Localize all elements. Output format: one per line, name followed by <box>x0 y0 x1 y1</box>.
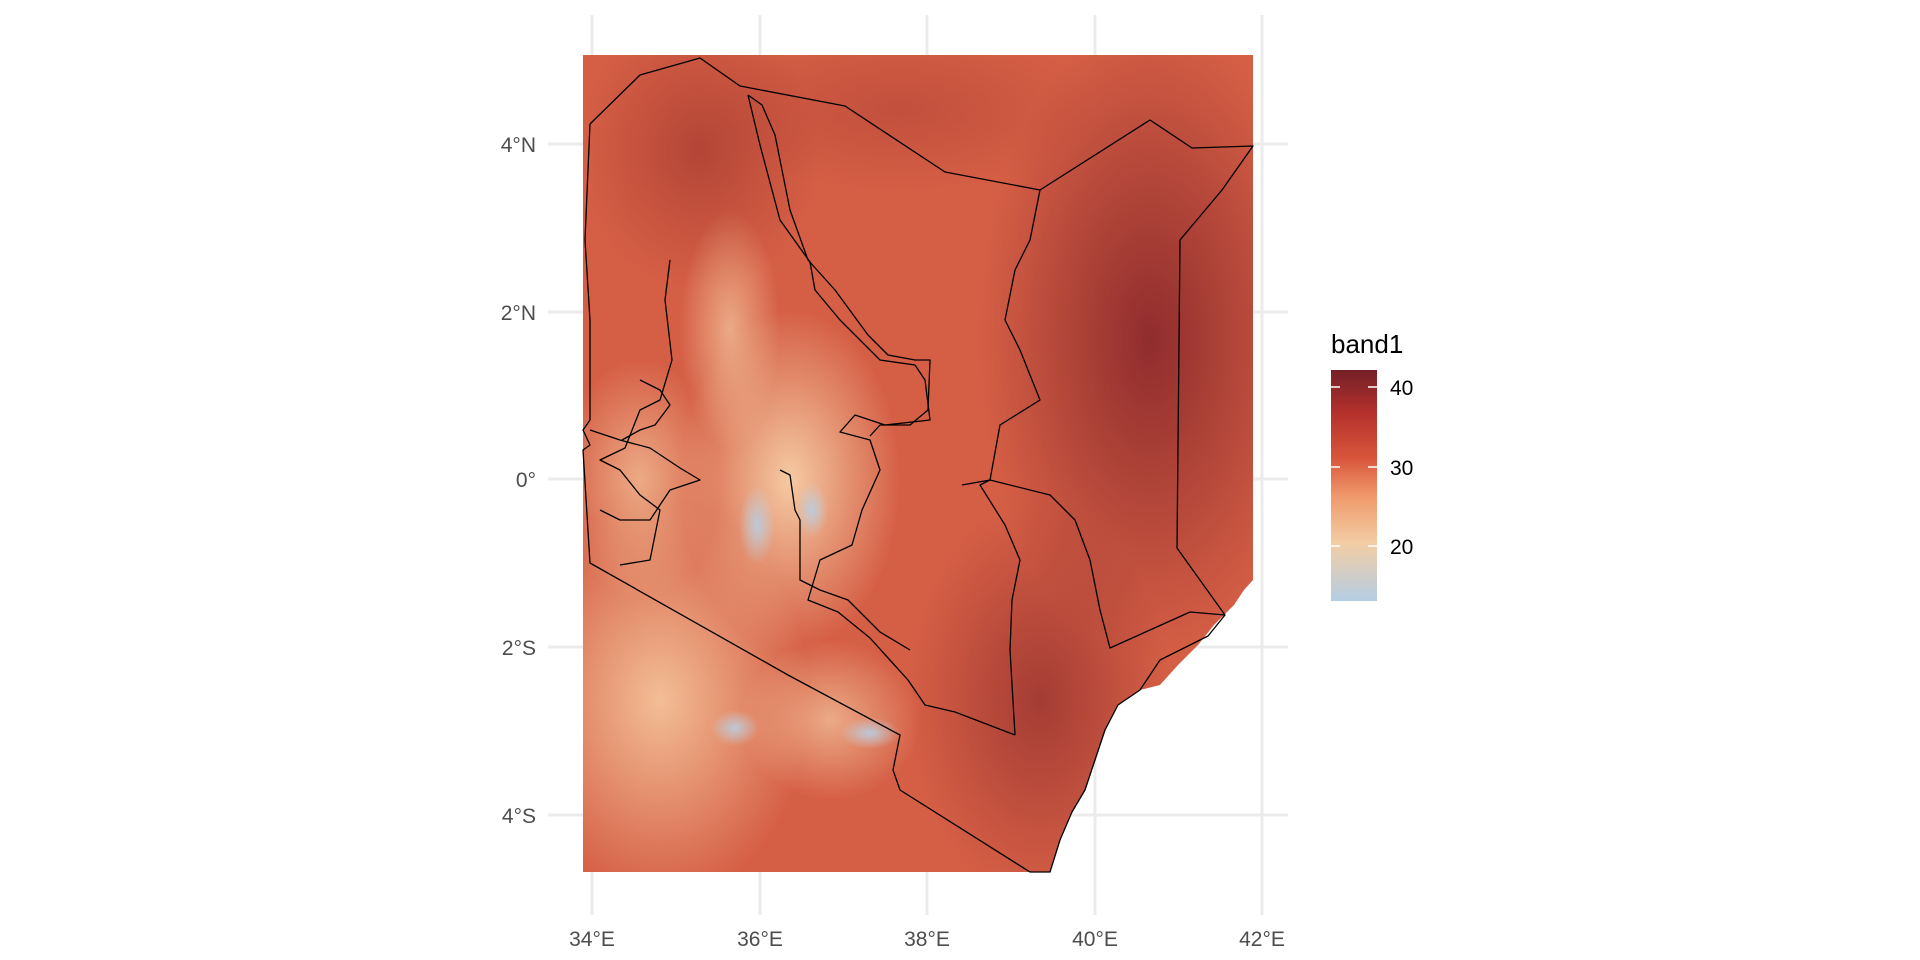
x-tick-label: 42°E <box>1239 928 1285 951</box>
legend-title: band1 <box>1331 329 1403 359</box>
y-tick-label: 2°N <box>501 302 536 325</box>
county-border <box>589 429 701 521</box>
temperature-raster <box>583 55 1253 872</box>
x-tick-label: 40°E <box>1072 928 1118 951</box>
county-border <box>979 189 1041 736</box>
x-tick-label: 36°E <box>737 928 783 951</box>
raster-cool-west <box>583 360 720 600</box>
y-tick-label: 2°S <box>502 637 536 660</box>
raster-kilimanjaro-area <box>740 640 920 800</box>
y-tick-label: 0° <box>516 469 536 492</box>
county-border <box>621 379 671 441</box>
x-tick-label: 34°E <box>569 928 615 951</box>
county-border <box>747 94 1016 736</box>
raster-highlands-north <box>680 210 780 450</box>
y-axis: 4°N 2°N 0° 2°S 4°S <box>501 134 536 828</box>
legend-ticks <box>1331 386 1377 547</box>
raster-warm-north2 <box>700 55 1100 190</box>
county-border <box>961 479 1226 649</box>
county-border <box>599 259 673 566</box>
legend-label: 40 <box>1390 377 1413 400</box>
raster-hot-east-coast <box>910 500 1170 872</box>
legend-label: 30 <box>1390 457 1413 480</box>
x-tick-label: 38°E <box>904 928 950 951</box>
raster-cold-meru <box>711 710 759 746</box>
raster-cold-mt-kenya <box>796 482 828 538</box>
legend-colorbar <box>1331 370 1377 601</box>
country-border <box>582 57 1254 873</box>
legend: band1 40 30 20 <box>1331 329 1413 601</box>
raster-cold-kilimanjaro <box>840 717 900 749</box>
y-tick-label: 4°N <box>501 134 536 157</box>
x-axis: 34°E 36°E 38°E 40°E 42°E <box>569 928 1285 951</box>
legend-label: 20 <box>1390 536 1413 559</box>
county-border <box>779 469 911 651</box>
raster-hot-northeast <box>980 55 1253 660</box>
raster-cold-aberdares <box>739 485 775 565</box>
border-lines <box>582 57 1254 873</box>
y-tick-label: 4°S <box>502 805 536 828</box>
county-border <box>747 94 931 437</box>
